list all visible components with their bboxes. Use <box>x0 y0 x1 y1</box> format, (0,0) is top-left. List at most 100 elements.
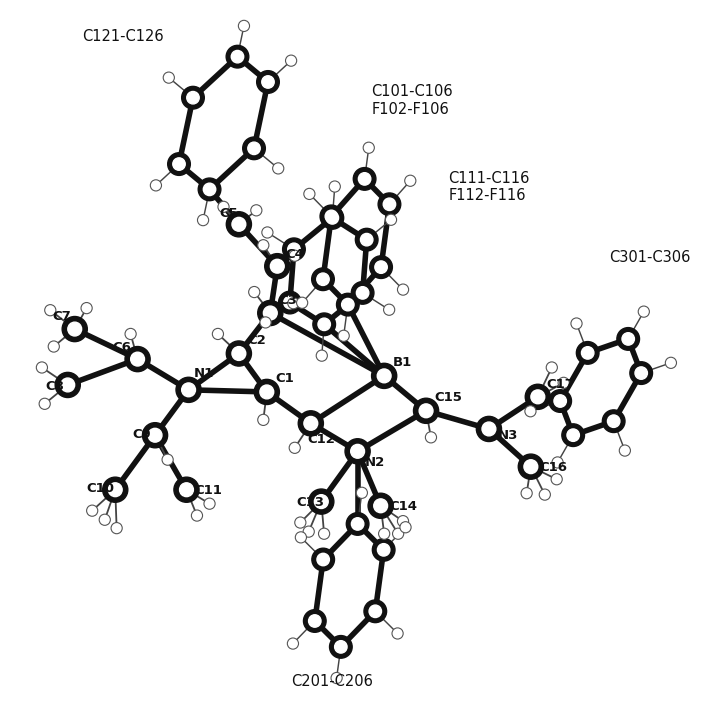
Circle shape <box>102 477 128 503</box>
Circle shape <box>326 212 338 224</box>
Circle shape <box>87 505 98 516</box>
Circle shape <box>317 273 329 286</box>
Circle shape <box>226 212 252 237</box>
Circle shape <box>397 284 409 295</box>
Circle shape <box>287 638 299 649</box>
Circle shape <box>370 256 392 278</box>
Circle shape <box>336 293 359 316</box>
Circle shape <box>284 296 296 309</box>
Text: C14: C14 <box>389 500 417 513</box>
Circle shape <box>368 493 393 518</box>
Circle shape <box>226 45 249 68</box>
Circle shape <box>524 460 538 474</box>
Circle shape <box>353 167 376 190</box>
Circle shape <box>295 517 306 528</box>
Circle shape <box>99 514 110 526</box>
Circle shape <box>325 210 338 223</box>
Text: C7: C7 <box>53 311 71 324</box>
Circle shape <box>346 513 369 535</box>
Circle shape <box>358 172 371 185</box>
Circle shape <box>554 395 567 407</box>
Text: C17: C17 <box>546 379 574 392</box>
Circle shape <box>257 239 269 251</box>
Circle shape <box>231 50 244 63</box>
Circle shape <box>374 499 387 513</box>
Circle shape <box>369 605 382 617</box>
Circle shape <box>318 318 331 330</box>
Circle shape <box>383 304 395 315</box>
Circle shape <box>312 548 334 571</box>
Circle shape <box>638 306 649 317</box>
Circle shape <box>251 205 262 216</box>
Circle shape <box>68 322 82 336</box>
Circle shape <box>191 510 203 521</box>
Circle shape <box>263 306 277 320</box>
Circle shape <box>125 347 150 372</box>
Circle shape <box>249 286 260 298</box>
Circle shape <box>204 498 215 509</box>
Text: C4: C4 <box>286 247 304 260</box>
Circle shape <box>295 532 306 543</box>
Circle shape <box>602 410 625 433</box>
Circle shape <box>405 175 416 186</box>
Circle shape <box>182 87 204 109</box>
Text: C5: C5 <box>219 207 238 220</box>
Circle shape <box>619 445 631 456</box>
Text: C121-C126: C121-C126 <box>82 29 164 44</box>
Text: C301-C306: C301-C306 <box>609 249 690 265</box>
Circle shape <box>218 201 229 213</box>
Text: C8: C8 <box>46 381 64 394</box>
Circle shape <box>289 250 300 261</box>
Circle shape <box>562 424 584 446</box>
Circle shape <box>304 188 315 200</box>
Circle shape <box>476 417 501 441</box>
Circle shape <box>373 539 395 561</box>
Circle shape <box>425 432 437 443</box>
Circle shape <box>375 261 387 273</box>
Circle shape <box>257 71 279 93</box>
Circle shape <box>296 297 308 309</box>
Circle shape <box>392 528 404 539</box>
Circle shape <box>351 282 374 304</box>
Circle shape <box>531 390 545 404</box>
Circle shape <box>558 377 570 389</box>
Circle shape <box>255 379 279 404</box>
Circle shape <box>272 163 284 174</box>
Circle shape <box>226 341 252 366</box>
Circle shape <box>304 610 326 632</box>
Circle shape <box>39 398 50 410</box>
Circle shape <box>48 341 59 352</box>
Circle shape <box>260 385 274 399</box>
Circle shape <box>142 423 168 448</box>
Text: N1: N1 <box>194 367 215 380</box>
Circle shape <box>288 298 299 309</box>
Text: C101-C106
F102-F106: C101-C106 F102-F106 <box>372 84 453 117</box>
Circle shape <box>174 477 199 503</box>
Text: C15: C15 <box>434 391 462 404</box>
Circle shape <box>329 636 352 658</box>
Circle shape <box>521 487 533 499</box>
Circle shape <box>378 193 401 216</box>
Circle shape <box>283 238 305 260</box>
Circle shape <box>262 227 273 238</box>
Circle shape <box>131 352 144 366</box>
Circle shape <box>260 317 271 328</box>
Circle shape <box>314 495 328 508</box>
Circle shape <box>378 544 390 556</box>
Circle shape <box>81 303 92 314</box>
Circle shape <box>378 369 391 383</box>
Text: C10: C10 <box>86 482 114 495</box>
Circle shape <box>213 328 223 340</box>
Text: C1: C1 <box>275 372 294 385</box>
Circle shape <box>125 328 137 340</box>
Circle shape <box>238 20 250 32</box>
Circle shape <box>364 600 387 623</box>
Circle shape <box>385 214 397 226</box>
Circle shape <box>331 673 342 684</box>
Circle shape <box>356 287 369 299</box>
Circle shape <box>262 76 274 88</box>
Circle shape <box>203 183 215 195</box>
Circle shape <box>622 332 634 345</box>
Circle shape <box>525 384 550 410</box>
Circle shape <box>316 350 327 361</box>
